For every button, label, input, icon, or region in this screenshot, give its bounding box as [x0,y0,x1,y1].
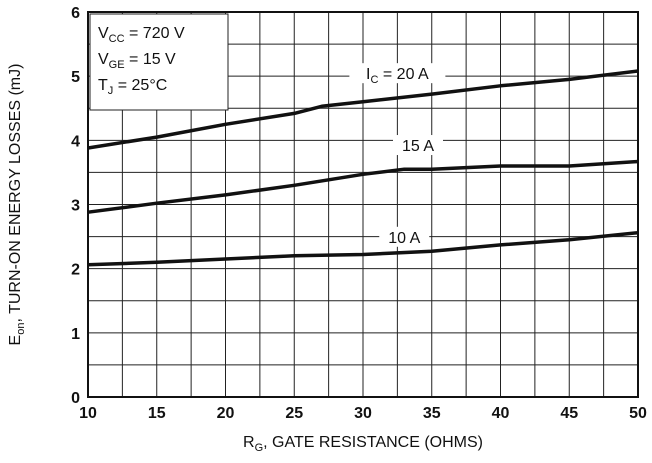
x-tick-label: 25 [285,405,303,422]
y-tick-label: 4 [71,133,80,150]
y-tick-label: 3 [71,198,80,215]
x-tick-label: 50 [629,405,647,422]
y-tick-label: 1 [71,326,80,343]
x-axis-title-main: R [243,434,255,451]
series-label-bg [379,226,430,247]
series-label: 15 A [402,138,434,155]
x-tick-label: 15 [148,405,166,422]
x-tick-labels: 10 15 20 25 30 35 40 45 50 [79,405,647,422]
series-label-bg [393,135,443,156]
x-axis-title-sub: G [255,442,264,454]
series-group: IC = 20 A 15 A 10 A [87,63,639,267]
condition-text-rest: = 15 V [125,51,176,68]
x-tick-label: 35 [423,405,441,422]
plot-border [87,11,639,398]
series-label-rest: = 20 A [378,66,429,83]
series-label: 10 A [388,230,420,247]
condition-text-sub: CC [109,33,125,45]
series-label-bg [349,63,446,84]
series-label-main: 10 A [388,230,420,247]
y-axis-title-sub: on [15,323,27,335]
condition-text: VGE = 15 V [98,51,176,71]
condition-text: TJ = 25°C [98,77,167,97]
x-tick-label: 30 [354,405,372,422]
y-tick-label: 0 [71,390,80,407]
x-tick-label: 20 [217,405,235,422]
series-label: IC = 20 A [366,66,429,86]
x-tick-label: 45 [560,405,578,422]
x-tick-label: 40 [492,405,510,422]
plot-frame [87,11,639,398]
x-axis-title: RG, GATE RESISTANCE (OHMS) [243,434,483,454]
condition-text-main: V [98,25,109,42]
y-tick-labels: 0 1 2 3 4 5 6 [71,5,80,407]
condition-text-main: V [98,51,109,68]
series-label-sub: C [370,74,378,86]
condition-text-rest: = 720 V [125,25,185,42]
y-tick-label: 2 [71,262,80,279]
condition-text-sub: GE [109,59,125,71]
series-label-main: I [366,66,370,83]
y-axis-title-rest: , TURN-ON ENERGY LOSSES (mJ) [7,64,24,323]
x-axis-title-rest: , GATE RESISTANCE (OHMS) [263,434,483,451]
condition-text-main: T [98,77,108,94]
series-label-main: 15 A [402,138,434,155]
series-line [87,230,639,267]
x-tick-label: 10 [79,405,97,422]
series-line [87,69,639,150]
condition-text: VCC = 720 V [98,25,185,45]
axis-titles: RG, GATE RESISTANCE (OHMS) Eon, TURN-ON E… [7,64,483,454]
y-tick-label: 5 [71,69,80,86]
condition-text-sub: J [108,85,114,97]
y-tick-label: 6 [71,5,80,22]
y-axis-title: Eon, TURN-ON ENERGY LOSSES (mJ) [7,64,27,346]
series-line [87,159,639,214]
y-axis-title-main: E [7,335,24,346]
conditions-bg [89,13,229,111]
condition-text-rest: = 25°C [113,77,167,94]
